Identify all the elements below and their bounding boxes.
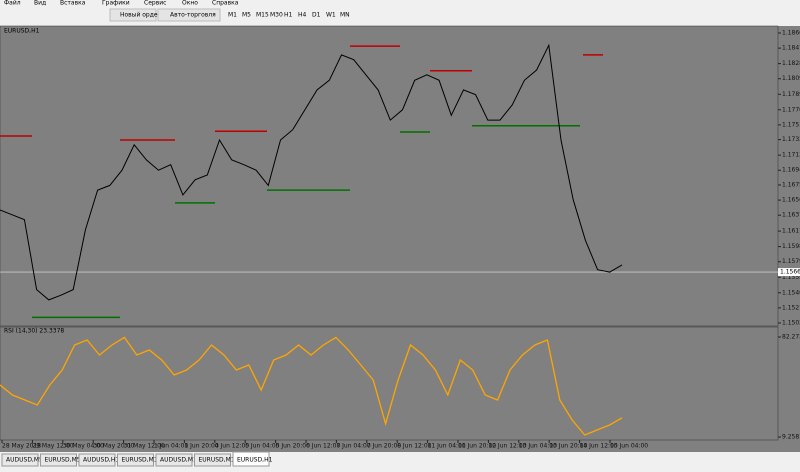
x-tick-label: 30 May 20:00: [93, 443, 134, 450]
y-tick-label: 1.15980: [782, 243, 800, 250]
tab-label[interactable]: AUDUSD,M1: [160, 457, 197, 464]
tab[interactable]: [117, 453, 154, 467]
series-line: [0, 43, 623, 301]
tab-label[interactable]: EURUSD,H1: [237, 457, 273, 464]
y-tick-label: 1.18665: [782, 30, 800, 37]
menu-item[interactable]: Вставка: [60, 0, 86, 7]
x-tick-label: 5 Jun 20:00: [276, 443, 310, 450]
timeframe[interactable]: M1: [228, 12, 237, 19]
tab[interactable]: [1, 453, 39, 467]
y-tick-label: 9.2581: [782, 434, 800, 441]
x-tick-label: 7 Jun 04:00: [336, 443, 370, 450]
panel-title: EURUSD,H1: [4, 28, 40, 35]
timeframe[interactable]: H4: [298, 12, 307, 19]
price-frame: [0, 25, 779, 327]
rsi-frame: [0, 326, 779, 441]
y-tick-label: 1.17510: [782, 121, 800, 128]
y-tick-label: 1.18475: [782, 45, 800, 52]
x-tick-label: 14 Jun 12:00: [580, 443, 618, 450]
y-tick-label: 1.17700: [782, 106, 800, 113]
tab[interactable]: [78, 453, 116, 467]
x-tick-label: 5 Jun 04:00: [245, 443, 279, 450]
tab[interactable]: [155, 453, 193, 467]
x-tick-label: 4 Jun 12:00: [215, 443, 249, 450]
x-tick-label: 6 Jun 12:00: [306, 443, 340, 450]
y-tick-label: 1.17325: [782, 136, 800, 143]
panel-title: RSI (14,30) 23.3378: [4, 328, 64, 335]
x-tick-label: 12 Jun 12:00: [488, 443, 526, 450]
series-line: [0, 336, 623, 436]
tab[interactable]: [40, 453, 77, 467]
tab-label[interactable]: EURUSD,M1: [199, 457, 235, 464]
btn-bg[interactable]: [157, 8, 221, 22]
x-tick-label: 13 Jun 04:00: [519, 443, 557, 450]
y-tick-label: 1.16940: [782, 167, 800, 174]
x-tick-label: 28 May 2018: [2, 443, 41, 450]
menu-item[interactable]: Вид: [34, 0, 46, 7]
tab[interactable]: [232, 451, 270, 467]
timeframe[interactable]: M5: [242, 12, 251, 19]
timeframe[interactable]: MN: [340, 12, 350, 19]
tab-label[interactable]: EURUSD,M5: [45, 457, 81, 464]
y-tick-label: 1.18090: [782, 75, 800, 82]
y-tick-label: 1.18280: [782, 60, 800, 67]
tab-label[interactable]: AUDUSD,M5: [6, 457, 43, 464]
timeframe[interactable]: M30: [270, 12, 283, 19]
x-tick-label: 13 Jun 20:00: [549, 443, 587, 450]
y-tick-label: 1.16565: [782, 197, 800, 204]
menu-item[interactable]: Справка: [212, 0, 239, 7]
new-order[interactable]: Новый ордер: [120, 12, 162, 19]
y-tick-label: 82.2736: [782, 334, 800, 341]
menu-item[interactable]: Сервис: [144, 0, 166, 7]
timeframe[interactable]: D1: [312, 12, 321, 19]
timeframe[interactable]: H1: [284, 12, 293, 19]
x-tick-label: 30 May 04:00: [63, 443, 104, 450]
y-tick-label: 1.16175: [782, 228, 800, 235]
tab-label[interactable]: EURUSD,M1: [122, 457, 158, 464]
y-tick-label: 1.17130: [782, 152, 800, 159]
x-tick-label: 1 Jun 20:00: [184, 443, 218, 450]
tab-label[interactable]: AUDUSD,H1: [83, 457, 119, 464]
x-tick-label: 11 Jun 04:00: [428, 443, 466, 450]
timeframe[interactable]: M15: [256, 12, 269, 19]
y-tick-label: 1.16375: [782, 212, 800, 219]
menu-item[interactable]: Окно: [182, 0, 198, 7]
y-tick-label: 1.15210: [782, 304, 800, 311]
y-tick-label: 1.16755: [782, 181, 800, 188]
tab[interactable]: [194, 453, 231, 467]
y-tick-label: 1.15595: [782, 274, 800, 281]
y-tick-label: 1.15400: [782, 289, 800, 296]
x-tick-label: 31 May 12:00: [124, 443, 165, 450]
menu-item[interactable]: Графики: [102, 0, 130, 7]
x-tick-label: 15 Jun 04:00: [610, 443, 648, 450]
x-tick-label: 29 May 12:00: [32, 443, 73, 450]
current-price-label: 1.15660: [780, 269, 800, 276]
x-tick-label: 7 Jun 20:00: [367, 443, 401, 450]
x-tick-label: 11 Jun 20:00: [458, 443, 496, 450]
chart-bg: [0, 26, 800, 452]
btn-bg[interactable]: [109, 8, 157, 22]
y-tick-label: 1.15020: [782, 320, 800, 327]
y-tick-label: 1.17895: [782, 91, 800, 98]
current-price-box: [778, 268, 800, 277]
x-tick-label: 1 Jun 04:00: [154, 443, 188, 450]
timeframe[interactable]: W1: [326, 12, 336, 19]
x-tick-label: 8 Jun 12:00: [397, 443, 431, 450]
y-tick-label: 1.15790: [782, 258, 800, 265]
auto-trading[interactable]: Авто-торговля: [170, 12, 216, 19]
menu-item[interactable]: Файл: [4, 0, 21, 7]
